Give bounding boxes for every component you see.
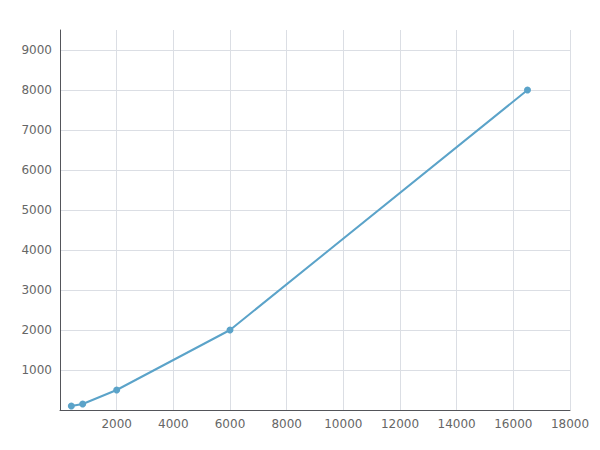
svg-text:6000: 6000 [215,417,246,431]
svg-text:5000: 5000 [21,203,52,217]
svg-text:8000: 8000 [271,417,302,431]
svg-text:3000: 3000 [21,283,52,297]
svg-text:6000: 6000 [21,163,52,177]
svg-text:2000: 2000 [101,417,132,431]
svg-text:4000: 4000 [21,243,52,257]
svg-text:14000: 14000 [438,417,476,431]
svg-text:12000: 12000 [381,417,419,431]
svg-text:7000: 7000 [21,123,52,137]
svg-text:18000: 18000 [551,417,589,431]
svg-text:1000: 1000 [21,363,52,377]
svg-text:9000: 9000 [21,43,52,57]
svg-text:16000: 16000 [494,417,532,431]
svg-text:2000: 2000 [21,323,52,337]
svg-text:10000: 10000 [324,417,362,431]
svg-text:4000: 4000 [158,417,189,431]
svg-text:8000: 8000 [21,83,52,97]
